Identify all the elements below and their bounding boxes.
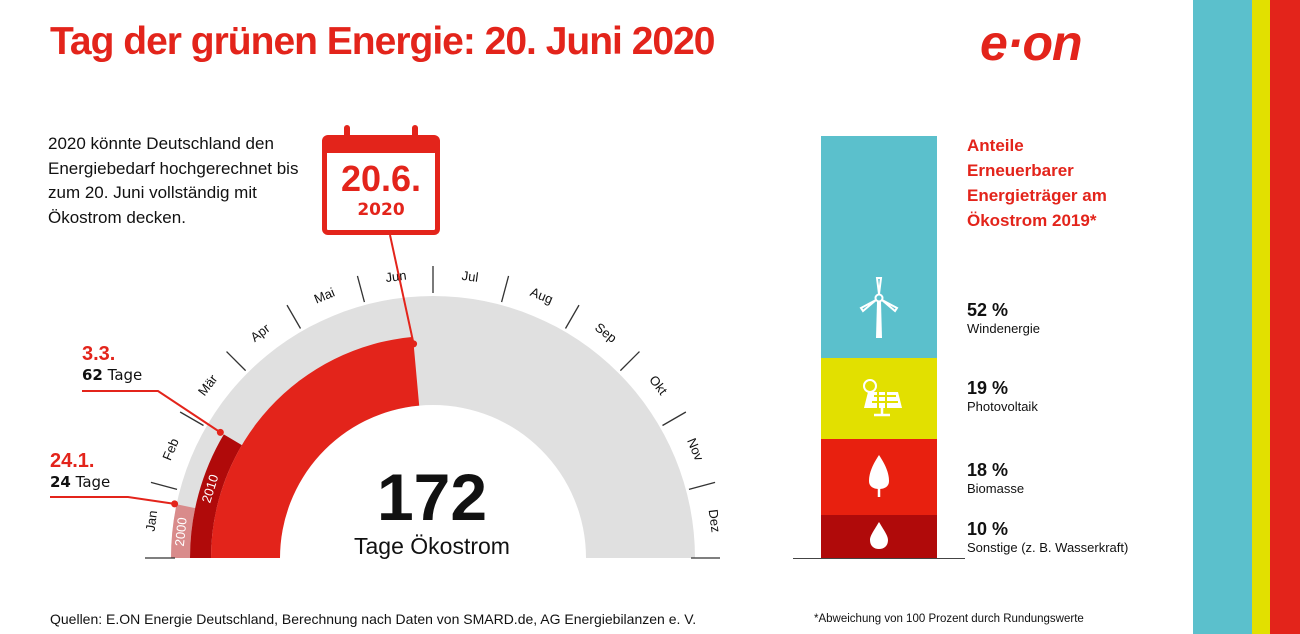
callout-2010: 3.3. 62 Tage	[82, 343, 142, 384]
month-tick	[500, 275, 510, 303]
stripe-red	[1270, 0, 1300, 634]
stripe-yellow	[1252, 0, 1270, 634]
callout-days: 62	[82, 366, 103, 384]
bar-segment-2	[821, 357, 937, 439]
bar-value-label: 10 %	[967, 519, 1009, 539]
month-label: Mär	[195, 371, 221, 398]
bar-value-label: 19 %	[967, 378, 1009, 398]
callout-line-2010	[82, 390, 221, 434]
month-label: Jan	[143, 510, 161, 533]
eon-logo: e·on	[980, 15, 1083, 71]
callout-line-2020	[389, 234, 415, 345]
bar-category-label: Photovoltaik	[967, 399, 1038, 414]
month-label: Okt	[646, 372, 670, 397]
month-label: Apr	[247, 320, 273, 345]
month-tick	[226, 351, 247, 372]
wind-turbine-icon	[859, 276, 899, 344]
bar-legend-item: 52 % Windenergie	[967, 300, 1040, 337]
callout-date: 3.3.	[82, 343, 116, 365]
gauge-track	[171, 296, 695, 558]
bar-title: Anteile Erneuerbarer Energieträger am Ök…	[967, 136, 1107, 230]
gauge-segment-2010	[190, 434, 242, 558]
total-days-label: Tage Ökostrom	[354, 533, 510, 559]
callout-dot-2020	[410, 340, 418, 348]
gauge-segment-2000	[171, 504, 196, 558]
month-label: Feb	[159, 436, 181, 462]
callout-2000: 24.1. 24 Tage	[50, 450, 110, 491]
bar-value-label: 18 %	[967, 460, 1009, 480]
month-label: Mai	[312, 285, 337, 307]
callout-unit: Tage	[75, 473, 111, 491]
month-tick	[688, 481, 716, 491]
leaf-icon	[867, 453, 891, 501]
sources: Quellen: E.ON Energie Deutschland, Berec…	[50, 611, 697, 627]
bar-legend-item: 10 % Sonstige (z. B. Wasserkraft)	[967, 519, 1128, 556]
calendar-year: 2020	[357, 200, 405, 220]
bar-category-label: Sonstige (z. B. Wasserkraft)	[967, 540, 1129, 555]
month-label: Aug	[528, 284, 555, 307]
bar-legend-item: 19 % Photovoltaik	[967, 378, 1038, 415]
gauge-year-label: 2000	[172, 517, 190, 547]
month-label: Dez	[706, 508, 724, 533]
calendar-date: 20.6.	[340, 158, 422, 199]
month-tick	[150, 481, 178, 491]
month-label: Jun	[385, 268, 408, 286]
water-drop-icon	[868, 520, 890, 554]
intro-text: 2020 könnte Deutschland den Energiebedar…	[48, 134, 299, 227]
month-label: Nov	[684, 436, 707, 464]
month-tick	[662, 411, 687, 427]
bar-value-label: 52 %	[967, 300, 1009, 320]
month-label: Jul	[461, 268, 480, 285]
bar-legend-item: 18 % Biomasse	[967, 460, 1024, 497]
month-tick	[286, 304, 302, 329]
month-tick	[619, 351, 640, 372]
bar-category-label: Biomasse	[967, 481, 1025, 496]
callout-date: 24.1.	[50, 450, 95, 472]
solar-panel-icon	[854, 374, 904, 422]
bar-segment-1	[821, 136, 937, 358]
callout-line-2000	[50, 496, 175, 505]
bar-category-label: Windenergie	[967, 321, 1040, 336]
bar-segment-4	[821, 515, 937, 558]
stripe-cyan	[1193, 0, 1252, 634]
month-label: Sep	[592, 320, 619, 346]
bar-baseline	[793, 558, 965, 559]
page-title: Tag der grünen Energie: 20. Juni 2020	[50, 20, 715, 63]
gauge-segment-2020	[211, 336, 420, 558]
month-tick	[356, 275, 366, 303]
callout-dot-2010	[216, 428, 224, 436]
callout-dot-2000	[171, 500, 179, 508]
footnote: *Abweichung von 100 Prozent durch Rundun…	[814, 613, 1084, 625]
month-tick	[179, 411, 204, 427]
callout-days: 24	[50, 473, 71, 491]
month-tick	[564, 304, 580, 329]
callout-unit: Tage	[107, 366, 143, 384]
bar-segment-3	[821, 438, 937, 516]
total-days: 172	[376, 460, 488, 534]
calendar-icon: 20.6. 2020	[322, 125, 440, 235]
